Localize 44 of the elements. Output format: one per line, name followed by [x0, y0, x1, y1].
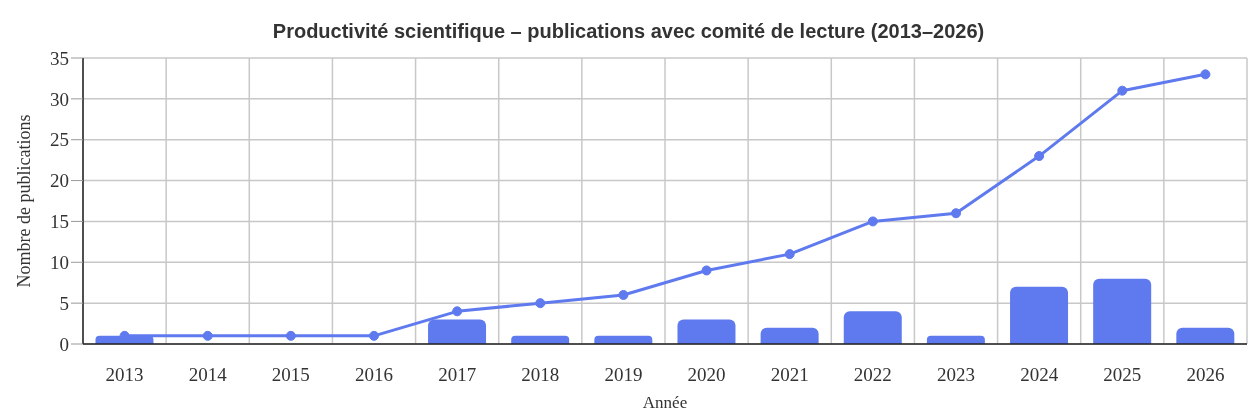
y-axis-title: Nombre de publications [14, 114, 35, 288]
bar [843, 311, 902, 344]
bar [677, 319, 736, 344]
x-tick-label: 2016 [355, 364, 393, 386]
x-tick-label: 2023 [937, 364, 975, 386]
point [701, 265, 712, 276]
x-tick-label: 2014 [188, 364, 228, 386]
point [784, 249, 795, 260]
point [1034, 151, 1045, 162]
y-tick-label: 10 [50, 252, 69, 274]
x-axis-title: Année [642, 393, 688, 412]
x-tick-label: 2019 [604, 364, 643, 386]
x-tick-label: 2026 [1186, 364, 1225, 386]
y-tick-label: 0 [59, 333, 69, 355]
y-tick-label: 25 [50, 129, 69, 151]
point [369, 330, 379, 341]
x-tick-label: 2022 [853, 364, 892, 386]
point [285, 330, 296, 341]
point [951, 208, 961, 219]
y-tick-label: 20 [50, 170, 69, 192]
point [1200, 69, 1211, 80]
point [452, 306, 463, 317]
x-tick-label: 2021 [770, 364, 809, 386]
y-tick-label: 15 [50, 211, 69, 233]
x-tick-label: 2018 [521, 364, 560, 386]
point [618, 289, 629, 300]
chart-title: Productivité scientifique – publications avec comité de lecture (2013–2026) [271, 19, 986, 44]
point [867, 216, 878, 227]
bar [1010, 286, 1069, 344]
point [202, 330, 213, 341]
y-tick-label: 5 [59, 292, 69, 314]
x-tick-label: 2025 [1103, 364, 1142, 386]
x-tick-label: 2015 [271, 364, 310, 386]
x-tick-label: 2024 [1020, 364, 1059, 386]
x-tick-label: 2020 [687, 364, 726, 386]
point [535, 298, 546, 309]
x-tick-label: 2017 [438, 364, 477, 386]
y-tick-label: 35 [50, 47, 69, 69]
x-tick-label: 2013 [105, 364, 144, 386]
point [1117, 85, 1128, 96]
bar [1176, 327, 1235, 344]
y-tick-label: 30 [50, 88, 69, 110]
bar [760, 327, 819, 344]
bar [1093, 278, 1152, 344]
